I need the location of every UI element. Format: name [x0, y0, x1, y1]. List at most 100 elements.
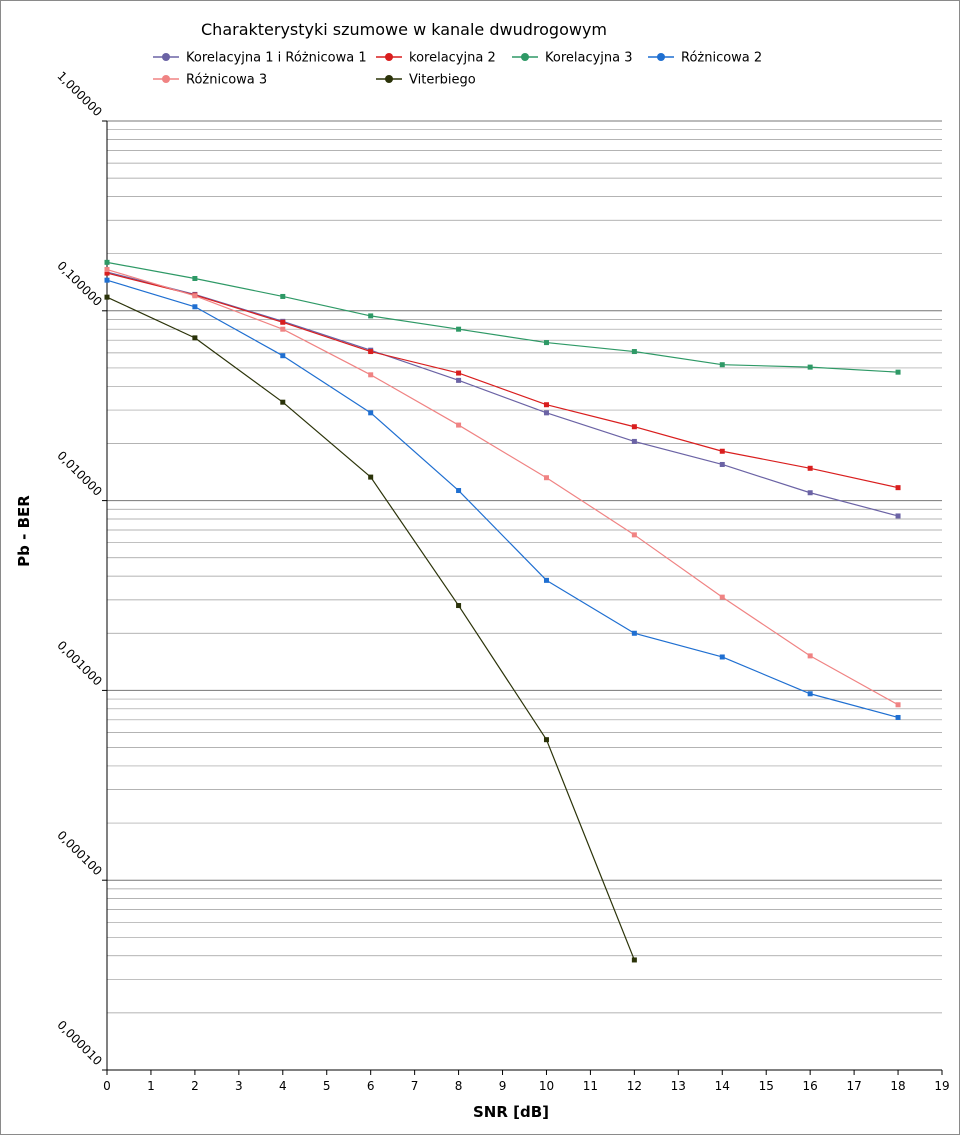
x-tick-label: 4 [279, 1079, 287, 1093]
series-line [106, 272, 899, 489]
data-point [543, 577, 549, 583]
data-point [895, 369, 901, 375]
data-point [807, 364, 813, 370]
data-point [543, 402, 549, 408]
x-tick-label: 15 [759, 1079, 774, 1093]
x-tick-label: 16 [803, 1079, 818, 1093]
series-line [106, 271, 899, 517]
data-point [192, 275, 198, 281]
x-tick-label: 18 [890, 1079, 905, 1093]
data-point [631, 349, 637, 355]
data-point [280, 399, 286, 405]
y-tick-label: 0,000100 [54, 828, 104, 878]
data-point [368, 372, 374, 378]
data-point [104, 259, 110, 265]
x-tick-label: 12 [627, 1079, 642, 1093]
x-tick-label: 8 [455, 1079, 463, 1093]
y-axis-label: Pb - BER [15, 495, 33, 567]
data-point [280, 319, 286, 325]
data-point [895, 485, 901, 491]
data-point [104, 267, 110, 273]
x-tick-label: 5 [323, 1079, 331, 1093]
legend-item: Różnicowa 2 [648, 51, 762, 66]
data-point [104, 270, 110, 276]
x-tick-label: 6 [367, 1079, 375, 1093]
data-point [456, 603, 462, 609]
y-tick-label: 0,001000 [54, 638, 104, 688]
x-tick-label: 11 [583, 1079, 598, 1093]
data-point [280, 353, 286, 359]
x-tick-label: 17 [846, 1079, 861, 1093]
y-tick-label: 0,010000 [54, 448, 104, 498]
legend-label: Różnicowa 3 [186, 73, 267, 88]
legend-item: korelacyjna 2 [376, 51, 496, 66]
data-point [368, 410, 374, 416]
data-point [631, 630, 637, 636]
legend-swatch-marker [162, 75, 170, 83]
x-tick-label: 1 [147, 1079, 155, 1093]
data-point [280, 293, 286, 299]
data-point [807, 653, 813, 659]
series-line [106, 296, 635, 961]
legend-item: Różnicowa 3 [153, 73, 267, 88]
data-point [368, 474, 374, 480]
x-tick-label: 7 [411, 1079, 419, 1093]
data-point [631, 438, 637, 444]
x-axis-label: SNR [dB] [473, 1103, 549, 1121]
y-tick-label: 0,000010 [54, 1018, 104, 1068]
legend-item: Korelacyjna 3 [512, 51, 633, 66]
data-point [807, 691, 813, 697]
legend-label: Różnicowa 2 [681, 51, 762, 66]
series-layer [104, 259, 901, 963]
series-line [106, 268, 899, 706]
data-point [192, 335, 198, 341]
x-tick-label: 9 [499, 1079, 507, 1093]
data-point [104, 294, 110, 300]
series-line [106, 261, 899, 373]
legend-swatch-marker [657, 53, 665, 61]
data-point [456, 370, 462, 376]
x-tick-label: 3 [235, 1079, 243, 1093]
axes: 0 1 2 3 4 5 6 7 8 9 10 11 12 13 14 15 16 17 18 191,0000000,… [54, 69, 949, 1093]
legend-swatch-marker [162, 53, 170, 61]
data-point [543, 475, 549, 481]
gridlines [107, 120, 942, 1071]
data-point [192, 293, 198, 299]
legend-label: korelacyjna 2 [409, 51, 496, 66]
data-point [456, 488, 462, 494]
data-point [631, 957, 637, 963]
data-point [807, 490, 813, 496]
x-tick-label: 19 [934, 1079, 949, 1093]
legend-item: Viterbiego [376, 73, 476, 88]
x-tick-label: 13 [671, 1079, 686, 1093]
data-point [543, 737, 549, 743]
x-tick-label: 2 [191, 1079, 199, 1093]
data-point [192, 304, 198, 310]
x-tick-label: 10 [539, 1079, 554, 1093]
legend-swatch-marker [521, 53, 529, 61]
chart-title: Charakterystyki szumowe w kanale dwudrog… [201, 20, 607, 39]
data-point [543, 340, 549, 346]
data-point [631, 424, 637, 430]
legend-label: Korelacyjna 3 [545, 51, 633, 66]
legend-label: Viterbiego [409, 73, 476, 88]
data-point [719, 594, 725, 600]
data-point [104, 277, 110, 283]
data-point [807, 465, 813, 471]
data-point [456, 326, 462, 332]
data-point [719, 461, 725, 467]
series-line [106, 279, 899, 719]
data-point [895, 702, 901, 708]
legend-swatch-marker [385, 53, 393, 61]
legend-item: Korelacyjna 1 i Różnicowa 1 [153, 51, 367, 66]
legend: Korelacyjna 1 i Różnicowa 1 korelacyjna 2… [153, 51, 762, 88]
y-tick-label: 1,000000 [54, 69, 104, 119]
legend-label: Korelacyjna 1 i Różnicowa 1 [186, 51, 367, 66]
data-point [280, 326, 286, 332]
data-point [631, 532, 637, 538]
data-point [368, 349, 374, 355]
x-tick-label: 14 [715, 1079, 730, 1093]
data-point [456, 422, 462, 428]
